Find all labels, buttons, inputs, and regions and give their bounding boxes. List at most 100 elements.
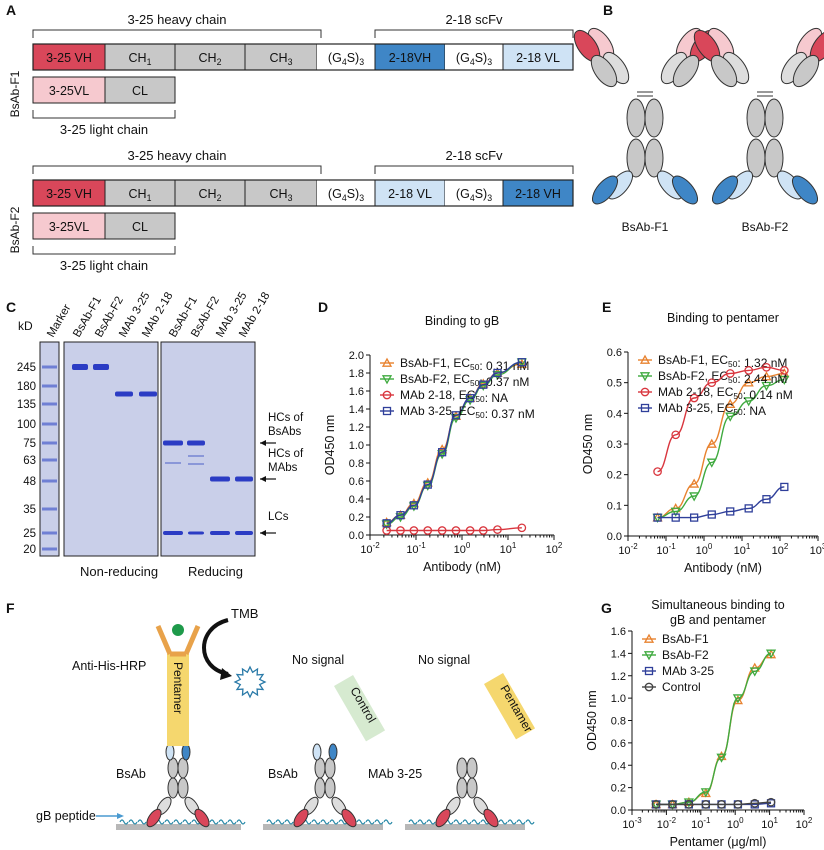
data-point xyxy=(668,800,677,809)
domain-oval xyxy=(671,175,699,205)
x-tick-label: 102 xyxy=(796,816,813,831)
domain-label: CH2 xyxy=(199,51,222,67)
y-tick-label: 0.8 xyxy=(349,458,364,470)
gel-nonreducing xyxy=(63,341,159,557)
x-axis-label: Antibody (nM) xyxy=(423,560,501,574)
x-tick-label: 10-1 xyxy=(656,542,676,557)
domain-oval xyxy=(626,98,646,138)
antibody-icon xyxy=(435,757,499,828)
bsab-label: BsAb xyxy=(268,767,298,781)
chart-g: 0.0 0.2 0.4 0.6 0.8 1.0 1.2 1.4 1.6 10-3 10-2 10-1 1… xyxy=(585,598,813,849)
data-point xyxy=(517,523,527,533)
y-axis-label: OD450 nm xyxy=(323,415,337,475)
data-point xyxy=(382,390,392,400)
data-point xyxy=(437,526,447,535)
heavy-chain-bracket xyxy=(32,29,322,38)
y-tick-label: 0.0 xyxy=(607,531,622,543)
legend-entry: MAb 3-25, EC50: 0.37 nM xyxy=(400,404,535,421)
data-point xyxy=(706,458,717,468)
data-point xyxy=(779,375,790,385)
domain-oval xyxy=(167,757,179,779)
domain-oval xyxy=(764,138,784,178)
gb-peptide xyxy=(383,819,393,825)
marker-size-label: 48 xyxy=(23,476,36,488)
annotation-label: HCs of BsAbs xyxy=(268,412,304,438)
x-tick-label: 10-1 xyxy=(406,541,426,556)
arrow-head xyxy=(260,476,266,482)
x-tick-label: 10-2 xyxy=(657,816,677,831)
protein-band xyxy=(115,391,133,397)
gb-peptide xyxy=(507,819,517,825)
domain-oval xyxy=(181,743,191,761)
data-point xyxy=(639,372,651,382)
data-point xyxy=(465,526,475,535)
data-point xyxy=(479,380,488,389)
domain-oval xyxy=(466,757,478,779)
chart-title: gB and pentamer xyxy=(670,613,766,627)
plate-surface xyxy=(405,824,525,830)
gb-peptide xyxy=(471,819,481,825)
x-tick-label: 101 xyxy=(761,816,778,831)
data-point xyxy=(464,396,476,406)
data-point xyxy=(395,513,406,523)
data-point xyxy=(640,387,650,397)
data-point xyxy=(382,406,392,416)
legend-entry: BsAb-F2, EC50: 0.37 nM xyxy=(400,372,529,389)
y-tick-label: 0.4 xyxy=(349,494,364,506)
x-tick-label: 10-2 xyxy=(618,542,638,557)
domain-oval xyxy=(167,777,179,799)
legend-entry: MAb 2-18, EC50: 0.14 nM xyxy=(658,385,793,402)
series-line xyxy=(657,366,785,473)
gb-peptide xyxy=(408,819,418,825)
y-tick-label: 0.1 xyxy=(607,500,622,512)
data-point xyxy=(396,511,405,520)
domain-label: (G4S)3 xyxy=(456,51,492,67)
domain-label: CH3 xyxy=(270,187,293,203)
domain-box xyxy=(244,179,318,207)
scfv-bracket xyxy=(374,29,574,38)
data-point xyxy=(725,369,735,378)
domain-oval xyxy=(456,777,468,799)
panel-letter: C xyxy=(6,299,16,315)
marker-band xyxy=(42,458,57,462)
marker-band xyxy=(42,479,57,483)
panel-letter: G xyxy=(601,600,612,616)
x-axis-label: Pentamer (μg/ml) xyxy=(670,835,767,849)
y-tick-label: 0.5 xyxy=(607,378,622,390)
domain-oval xyxy=(644,98,664,138)
protein-band xyxy=(93,364,109,370)
gb-peptide xyxy=(209,819,219,825)
gb-peptide xyxy=(356,819,366,825)
heavy-chain-bracket xyxy=(32,165,322,174)
domain-oval xyxy=(341,808,357,828)
gb-peptide xyxy=(191,819,201,825)
data-point xyxy=(725,398,736,408)
data-point xyxy=(765,649,777,659)
marker-size-label: 75 xyxy=(23,438,36,450)
marker-band xyxy=(42,365,57,369)
no-signal-label: No signal xyxy=(292,653,344,667)
domain-oval xyxy=(293,808,309,828)
gb-peptide xyxy=(218,819,228,825)
gb-peptide xyxy=(365,819,375,825)
domain-oval xyxy=(194,808,210,828)
domain-oval xyxy=(644,138,664,178)
pentamer-block xyxy=(484,673,536,740)
domain-box xyxy=(244,43,318,71)
chart-title: Binding to gB xyxy=(425,314,499,328)
domain-oval xyxy=(146,808,162,828)
domain-box xyxy=(317,44,375,70)
marker-size-label: 63 xyxy=(23,455,36,467)
series-line xyxy=(386,361,522,524)
gb-peptide xyxy=(462,819,472,825)
chart-title: Simultaneous binding to xyxy=(651,598,784,612)
panel-letter: A xyxy=(6,2,16,18)
gb-peptide xyxy=(374,819,384,825)
series: BsAb-F2, EC50: 0.37 nM xyxy=(380,358,529,530)
domain-oval xyxy=(746,98,766,138)
data-point xyxy=(689,513,699,522)
x-tick-label: 10-3 xyxy=(622,816,642,831)
domain-oval xyxy=(764,98,784,138)
data-point xyxy=(762,362,771,372)
y-tick-label: 1.0 xyxy=(611,693,626,705)
